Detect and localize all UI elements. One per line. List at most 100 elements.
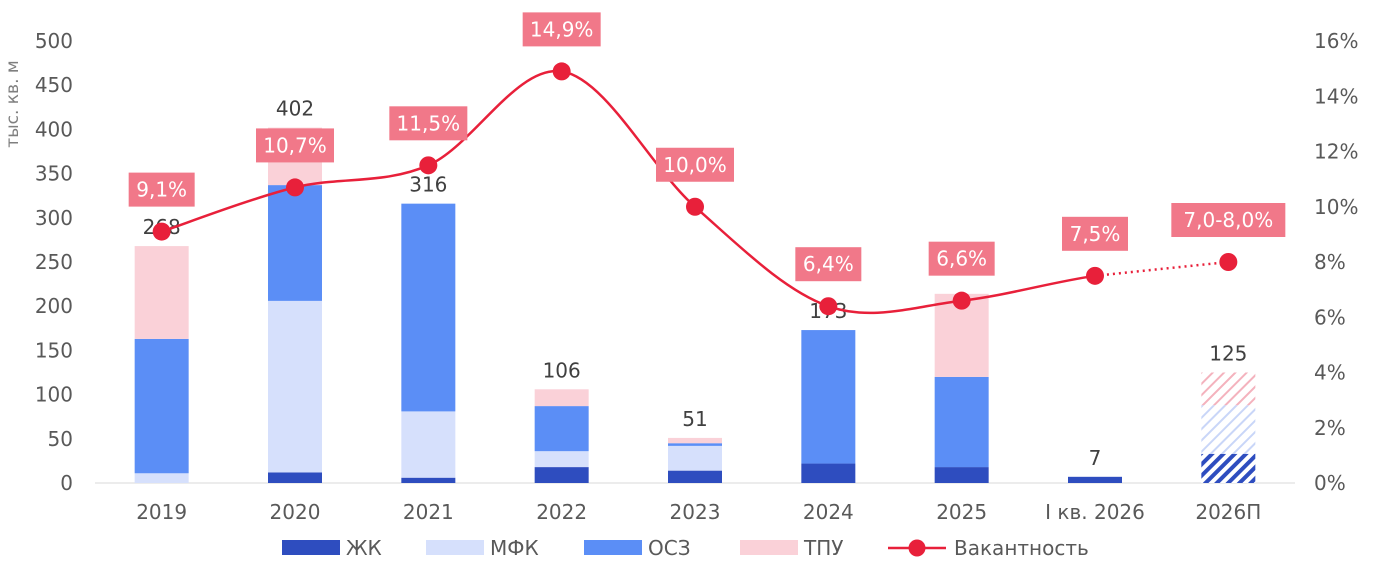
bar-total-label: 125 <box>1209 342 1247 366</box>
y-tick-label: 350 <box>35 162 73 186</box>
bar-segment-ОСЗ <box>801 330 856 464</box>
vacancy-label-text: 7,0-8,0% <box>1183 208 1273 232</box>
y-tick-label: 50 <box>48 427 73 451</box>
vacancy-label-text: 6,4% <box>803 252 854 276</box>
vacancy-point <box>152 222 171 241</box>
bar-segment-ЖК <box>534 467 589 483</box>
y2-tick-label: 4% <box>1314 361 1346 385</box>
vacancy-label-text: 10,7% <box>263 133 327 157</box>
vacancy-label-box <box>522 12 601 47</box>
y2-tick-label: 6% <box>1314 305 1346 329</box>
bar-segment-ОСЗ <box>134 338 189 474</box>
bar-segment-ЖК <box>801 463 856 483</box>
y-tick-label: 450 <box>35 73 73 97</box>
bar-segment-МФК <box>534 451 589 468</box>
legend-label: МФК <box>490 536 539 560</box>
vacancy-label-box <box>128 172 195 207</box>
axes: 0 50 100 150 200 250 300 350 400 450 500 0% 2% 4% 6% 8%… <box>35 29 1359 524</box>
vacancy-line-forecast <box>1094 260 1229 278</box>
x-tick-label: 2020 <box>270 500 321 524</box>
bar-segment-ТПУ <box>668 437 722 444</box>
bar-segment-МФК <box>401 411 456 478</box>
x-tick-label: 2025 <box>936 500 987 524</box>
bar-segment-ОСЗ <box>401 203 456 412</box>
vacancy-label-box <box>1062 216 1128 251</box>
y-tick-label: 300 <box>35 206 73 230</box>
vacancy-point <box>819 297 838 316</box>
legend-label: ЖК <box>346 536 382 560</box>
bar-segment-ОСЗ <box>534 406 589 452</box>
legend-swatch-МФК <box>426 540 484 555</box>
vacancy-label-box <box>256 128 334 163</box>
vacancy-data-label: 14,9% <box>522 12 601 47</box>
bar-total-label: 106 <box>543 358 581 382</box>
x-tick-label: I кв. 2026 <box>1045 500 1145 524</box>
x-tick-label: 2026П <box>1195 500 1261 524</box>
y2-tick-label: 12% <box>1314 140 1358 164</box>
y-tick-label: 500 <box>35 29 73 53</box>
vacancy-data-label: 9,1% <box>128 172 195 207</box>
legend-label: ТПУ <box>803 536 843 560</box>
vacancy-label-text: 7,5% <box>1070 222 1121 246</box>
y-tick-label: 0 <box>60 471 73 495</box>
bar-segment-ОСЗ <box>668 443 722 446</box>
y-axis-title: тыс. кв. м <box>3 60 23 147</box>
bar-segment-ЖК <box>668 470 722 483</box>
x-tick-label: 2024 <box>803 500 854 524</box>
bar-segment-ОСЗ <box>268 185 322 301</box>
vacancy-label-box <box>1171 203 1286 237</box>
legend-label: Вакантность <box>954 536 1089 560</box>
bar-segment-МФК <box>1201 405 1256 454</box>
bar-total-label: 402 <box>276 97 314 121</box>
bar-segment-ЖК <box>401 477 456 483</box>
legend-swatch-ТПУ <box>740 540 798 555</box>
y2-tick-label: 2% <box>1314 416 1346 440</box>
vacancy-label-text: 10,0% <box>663 153 727 177</box>
x-tick-label: 2023 <box>670 500 721 524</box>
bar-segment-ЖК <box>268 472 322 483</box>
vacancy-label-box <box>656 147 734 182</box>
legend: ЖК МФК ОСЗ ТПУ Вакантность <box>282 536 1089 560</box>
legend-label: ОСЗ <box>648 536 691 560</box>
y2-tick-label: 14% <box>1314 84 1358 108</box>
vacancy-label-text: 6,6% <box>936 247 987 271</box>
vacancy-data-label: 11,5% <box>389 106 468 141</box>
bar-segment-МФК <box>134 473 189 483</box>
y2-tick-label: 0% <box>1314 471 1346 495</box>
bar-segment-ЖК <box>1068 476 1122 483</box>
vacancy-data-label: 7,0-8,0% <box>1171 203 1286 237</box>
vacancy-point <box>952 291 971 310</box>
x-tick-label: 2021 <box>403 500 454 524</box>
vacancy-label-box <box>795 247 862 282</box>
bar-segment-ЖК <box>1201 453 1256 483</box>
y-tick-label: 150 <box>35 338 73 362</box>
vacancy-point <box>552 62 571 81</box>
y2-tick-label: 10% <box>1314 195 1358 219</box>
bar-total-label: 51 <box>682 407 707 431</box>
vacancy-label-text: 14,9% <box>530 17 594 41</box>
bar-total-label: 316 <box>409 173 447 197</box>
vacancy-label-text: 11,5% <box>397 111 461 135</box>
bar-segment-МФК <box>668 445 722 471</box>
vacancy-point <box>286 178 304 197</box>
bar-totals: 268402316106511737125 <box>143 97 1248 470</box>
x-tick-label: 2022 <box>536 500 587 524</box>
legend-marker-vacancy <box>908 539 926 557</box>
legend-swatch-ОСЗ <box>584 540 642 555</box>
vacancy-data-label: 7,5% <box>1062 216 1128 251</box>
bar-segment-ОСЗ <box>934 376 989 468</box>
vacancy-data-label: 6,6% <box>928 241 995 276</box>
vacancy-labels: 9,1% 10,7% 11,5% 14,9% 10,0% 6,4% 6,6% 7,5% 7,0-… <box>128 12 1286 282</box>
vacancy-point <box>1086 266 1104 285</box>
y-tick-label: 100 <box>35 383 73 407</box>
bar-total-label: 7 <box>1089 446 1102 470</box>
vacancy-point <box>1219 253 1238 271</box>
vacancy-label-box <box>928 241 995 276</box>
y2-tick-label: 16% <box>1314 29 1358 53</box>
bar-segment-ТПУ <box>534 389 589 407</box>
bar-segment-ЖК <box>934 467 989 483</box>
vacancy-data-label: 6,4% <box>795 247 862 282</box>
y-tick-label: 200 <box>35 294 73 318</box>
